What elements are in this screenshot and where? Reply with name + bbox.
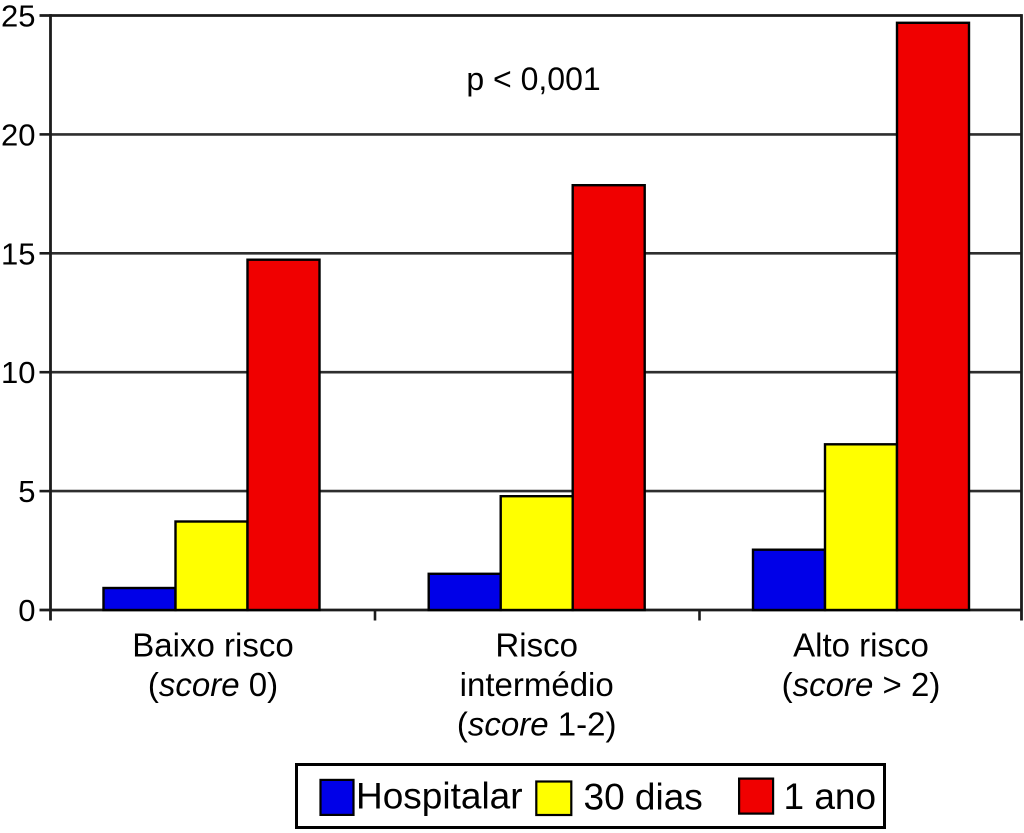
svg-text:15: 15	[1, 236, 35, 271]
svg-text:Baixo risco: Baixo risco	[132, 627, 293, 664]
svg-text:1 ano: 1 ano	[784, 776, 877, 817]
svg-text:(score 1-2): (score 1-2)	[457, 706, 617, 743]
svg-text:25: 25	[1, 0, 35, 34]
svg-text:Risco: Risco	[495, 627, 578, 664]
svg-text:Alto risco: Alto risco	[793, 627, 929, 664]
svg-text:10: 10	[1, 355, 35, 390]
svg-text:20: 20	[1, 117, 35, 152]
svg-text:(score 0): (score 0)	[148, 666, 278, 703]
svg-text:Hospitalar: Hospitalar	[356, 776, 523, 817]
svg-text:30 dias: 30 dias	[584, 777, 703, 818]
svg-text:0: 0	[18, 593, 35, 628]
svg-text:5: 5	[18, 474, 35, 509]
svg-text:intermédio: intermédio	[460, 666, 614, 703]
svg-text:p < 0,001: p < 0,001	[466, 61, 600, 97]
svg-text:(score > 2): (score > 2)	[782, 666, 941, 703]
